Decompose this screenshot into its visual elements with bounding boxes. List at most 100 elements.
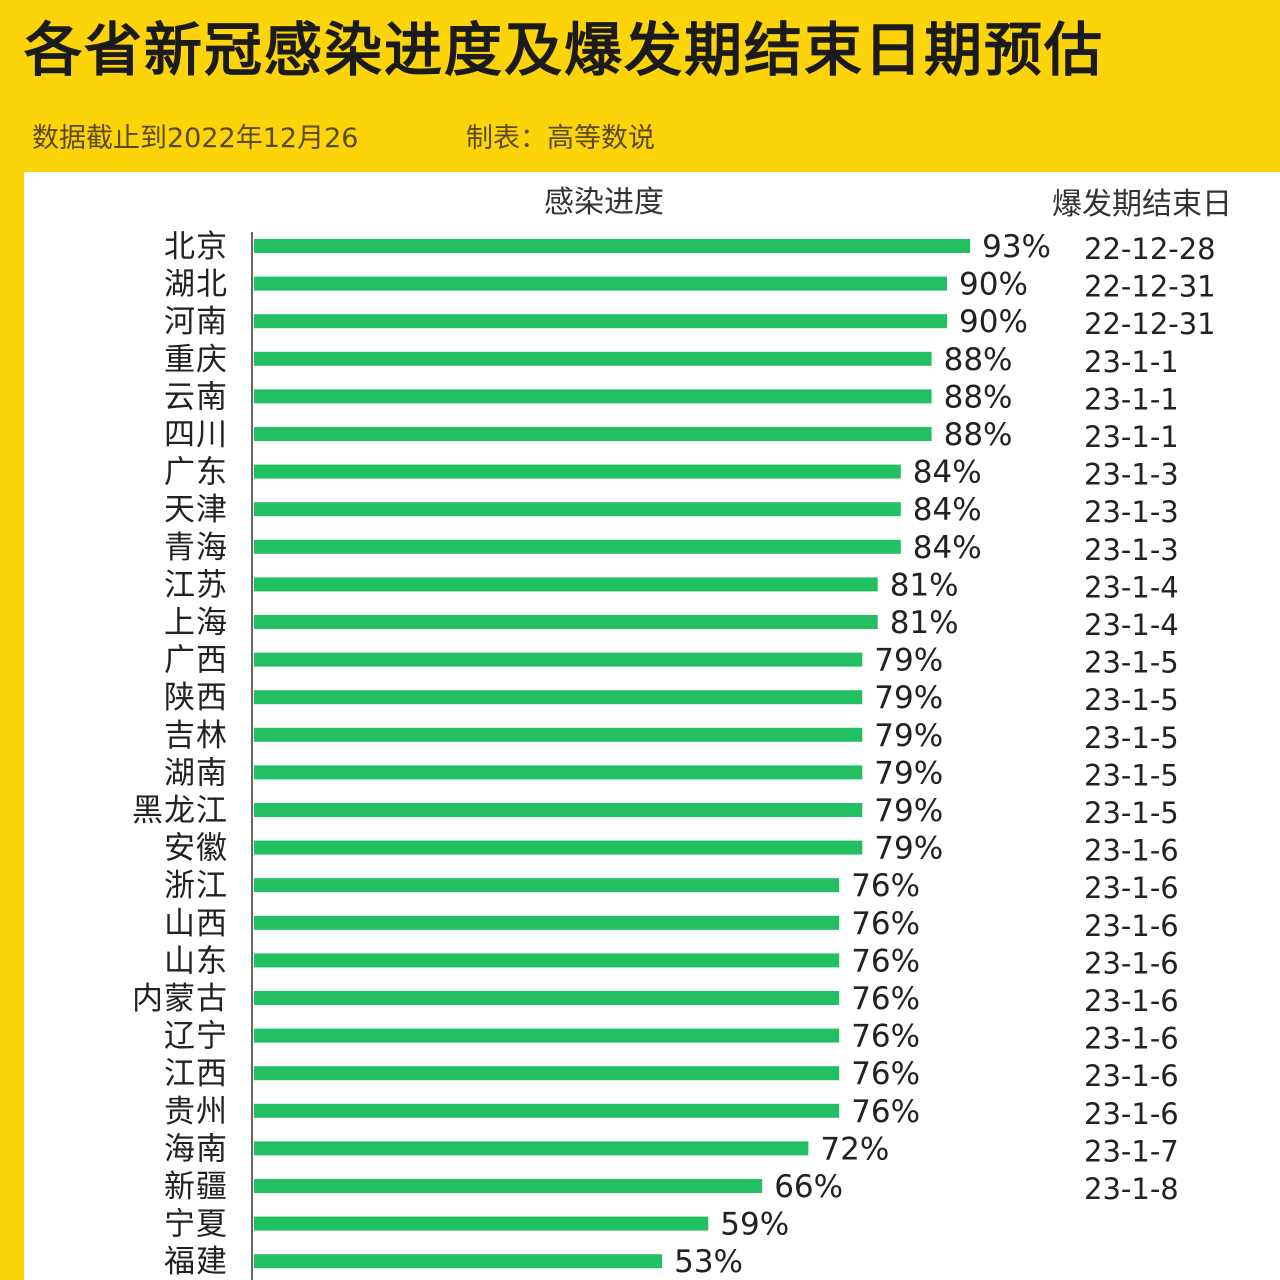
category-label: 山西 xyxy=(164,906,228,942)
category-label: 海南 xyxy=(164,1131,228,1167)
chart-credit: 制表：高等数说 xyxy=(466,123,655,154)
value-label: 59% xyxy=(720,1207,789,1243)
end-date-label: 23-1-5 xyxy=(1084,721,1179,755)
bar-chart: 感染进度 爆发期结束日 北京 93% 22-12-28 湖北 90% 22-12-31 河南… xyxy=(132,185,1232,1280)
category-label: 广东 xyxy=(164,455,228,491)
bar xyxy=(254,1103,840,1118)
value-label: 79% xyxy=(874,643,943,679)
end-date-label: 23-1-6 xyxy=(1084,984,1179,1018)
value-label: 88% xyxy=(944,342,1013,378)
category-label: 吉林 xyxy=(164,718,228,754)
end-date-label: 23-1-3 xyxy=(1084,495,1179,529)
category-label: 上海 xyxy=(164,605,228,641)
end-date-label: 23-1-3 xyxy=(1084,533,1179,567)
end-date-label: 23-1-5 xyxy=(1084,796,1179,830)
value-label: 76% xyxy=(851,1019,920,1055)
bar xyxy=(254,351,932,366)
bar xyxy=(254,652,863,667)
value-label: 81% xyxy=(890,605,959,641)
category-label: 辽宁 xyxy=(164,1019,228,1055)
end-date-label: 23-1-5 xyxy=(1084,758,1179,792)
category-label: 黑龙江 xyxy=(132,793,228,829)
value-label: 76% xyxy=(851,1094,920,1130)
category-label: 陕西 xyxy=(164,680,228,716)
date-column-header: 爆发期结束日 xyxy=(1052,187,1232,222)
value-label: 90% xyxy=(959,267,1028,303)
value-label: 88% xyxy=(944,379,1013,415)
bar xyxy=(254,915,840,930)
category-label: 青海 xyxy=(164,530,228,566)
end-date-label: 23-1-5 xyxy=(1084,646,1179,680)
chart-panel: 感染进度 爆发期结束日 北京 93% 22-12-28 湖北 90% 22-12-31 河南… xyxy=(24,172,1280,1280)
value-label: 79% xyxy=(874,831,943,867)
end-date-label: 23-1-6 xyxy=(1084,1059,1179,1093)
bar xyxy=(254,1141,809,1156)
end-date-label: 23-1-6 xyxy=(1084,1097,1179,1131)
category-label: 内蒙古 xyxy=(132,981,228,1017)
end-date-label: 23-1-3 xyxy=(1084,458,1179,492)
value-label: 66% xyxy=(774,1169,843,1205)
value-label: 53% xyxy=(674,1244,743,1280)
bar xyxy=(254,389,932,404)
category-label: 江苏 xyxy=(164,567,228,603)
bar xyxy=(254,427,932,441)
value-label: 76% xyxy=(851,906,920,942)
category-label: 河南 xyxy=(164,304,228,340)
end-date-label: 22-12-31 xyxy=(1084,307,1216,341)
value-label: 88% xyxy=(944,417,1013,453)
value-label: 76% xyxy=(851,943,920,979)
bar xyxy=(254,1254,663,1269)
category-label: 福建 xyxy=(164,1244,228,1280)
bar xyxy=(254,1066,840,1081)
value-label: 76% xyxy=(851,981,920,1017)
bar xyxy=(254,1179,763,1193)
bar xyxy=(254,239,971,253)
category-label: 湖南 xyxy=(164,755,228,791)
end-date-label: 23-1-4 xyxy=(1084,608,1179,642)
end-date-label: 23-1-7 xyxy=(1084,1134,1179,1168)
chart-title: 各省新冠感染进度及爆发期结束日期预估 xyxy=(24,16,1105,84)
end-date-label: 22-12-31 xyxy=(1084,270,1216,304)
end-date-label: 23-1-1 xyxy=(1084,420,1179,454)
value-label: 84% xyxy=(913,455,982,491)
value-label: 79% xyxy=(874,755,943,791)
end-date-label: 23-1-8 xyxy=(1084,1172,1179,1206)
category-label: 山东 xyxy=(164,943,228,979)
end-date-label: 23-1-6 xyxy=(1084,871,1179,905)
category-label: 四川 xyxy=(164,417,228,453)
end-date-label: 22-12-28 xyxy=(1084,232,1216,266)
bar xyxy=(254,577,878,592)
value-column-header: 感染进度 xyxy=(544,185,664,220)
data-date-note: 数据截止到2022年12月26 xyxy=(32,123,359,154)
category-label: 重庆 xyxy=(164,342,228,378)
value-label: 81% xyxy=(890,567,959,603)
bar xyxy=(254,615,878,629)
category-label: 宁夏 xyxy=(164,1207,228,1243)
category-label: 湖北 xyxy=(164,267,228,303)
bar xyxy=(254,276,947,291)
category-label: 天津 xyxy=(164,492,228,528)
value-label: 79% xyxy=(874,718,943,754)
bar xyxy=(254,840,863,855)
value-label: 76% xyxy=(851,868,920,904)
end-date-label: 23-1-4 xyxy=(1084,570,1179,604)
end-date-label: 23-1-6 xyxy=(1084,946,1179,980)
category-label: 江西 xyxy=(164,1056,228,1092)
end-date-label: 23-1-6 xyxy=(1084,834,1179,868)
bar xyxy=(254,953,840,968)
category-label: 新疆 xyxy=(164,1169,228,1205)
category-label: 广西 xyxy=(164,643,228,679)
end-date-label: 23-1-6 xyxy=(1084,1022,1179,1056)
end-date-label: 23-1-6 xyxy=(1084,909,1179,943)
bar xyxy=(254,803,863,817)
end-date-label: 23-1-1 xyxy=(1084,382,1179,416)
bar xyxy=(254,1216,709,1231)
value-label: 72% xyxy=(820,1131,889,1167)
bar xyxy=(254,539,901,554)
bar xyxy=(254,314,947,329)
category-label: 贵州 xyxy=(164,1094,228,1130)
end-date-label: 23-1-1 xyxy=(1084,345,1179,379)
bar xyxy=(254,1028,840,1043)
category-label: 云南 xyxy=(164,379,228,415)
value-label: 76% xyxy=(851,1056,920,1092)
